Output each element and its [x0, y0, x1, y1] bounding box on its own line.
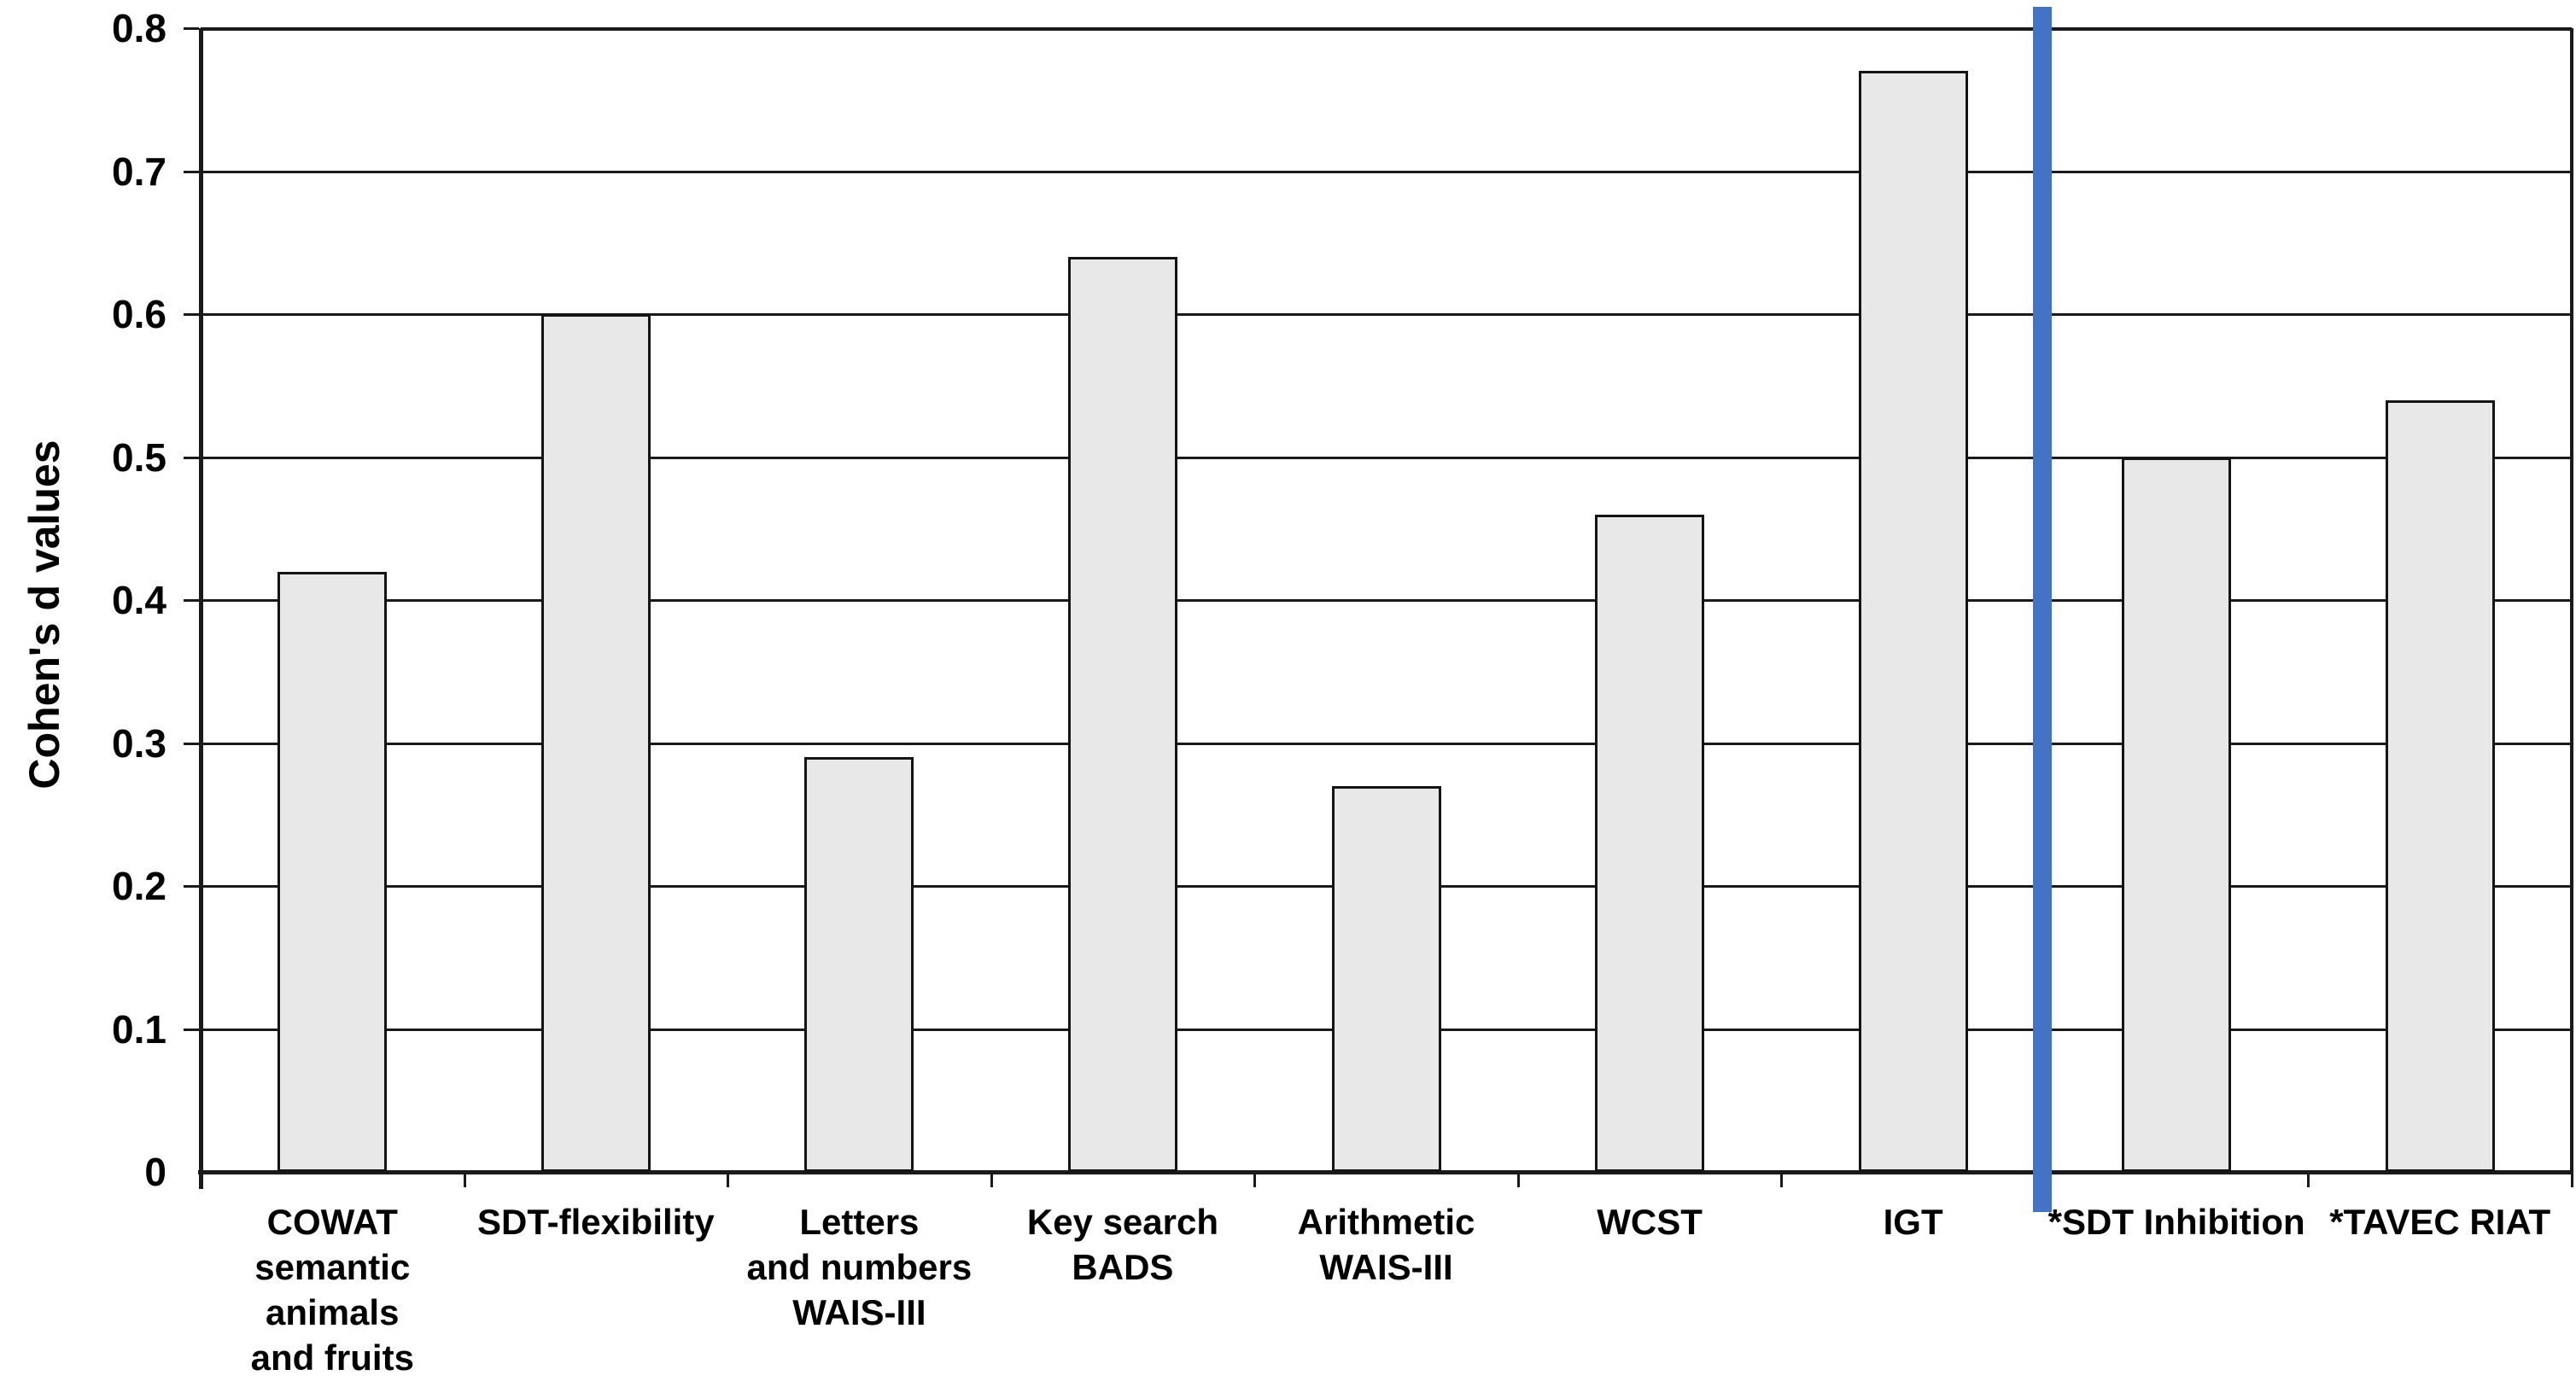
y-tick-label: 0.6	[112, 292, 166, 336]
x-axis-tick	[2571, 1172, 2573, 1187]
x-axis-label: IGT	[1883, 1202, 1943, 1242]
bar	[804, 757, 914, 1172]
y-axis-tick	[184, 1028, 199, 1031]
bar	[277, 571, 388, 1172]
gridline	[201, 599, 2572, 602]
x-axis-line	[198, 1170, 2572, 1174]
y-axis-title: Cohen's d values	[20, 440, 68, 790]
bar	[540, 314, 651, 1172]
y-axis-tick	[184, 742, 199, 745]
x-axis-tick	[1780, 1172, 1784, 1187]
gridline	[201, 27, 2572, 31]
y-axis-tick	[184, 170, 199, 173]
y-tick-label: 0	[144, 1150, 166, 1194]
y-axis-line	[199, 28, 203, 1189]
x-axis-tick	[2307, 1172, 2310, 1187]
plot-right-border	[2570, 28, 2573, 1172]
x-axis-label: SDT-flexibility	[476, 1202, 715, 1242]
x-axis-label: Key search BADS	[1026, 1202, 1219, 1287]
x-axis-label: Letters and numbers WAIS-III	[746, 1202, 973, 1332]
x-axis-label: COWAT semantic animals and fruits	[250, 1202, 414, 1378]
x-axis-label: *SDT Inhibition	[2047, 1202, 2305, 1242]
gridline	[201, 170, 2572, 173]
bar	[1331, 785, 1441, 1172]
x-axis-tick	[990, 1172, 993, 1187]
y-tick-label: 0.2	[112, 864, 166, 908]
separator-line	[2032, 7, 2052, 1212]
bar	[2385, 399, 2495, 1172]
bar	[1595, 514, 1705, 1172]
bar	[1858, 71, 1968, 1172]
x-axis-tick	[727, 1172, 730, 1187]
y-tick-label: 0.5	[112, 434, 166, 480]
y-axis-tick	[184, 885, 199, 888]
y-axis-tick	[184, 599, 199, 602]
x-axis-tick	[1253, 1172, 1257, 1187]
y-axis-tick	[184, 313, 199, 316]
gridline	[201, 456, 2572, 459]
x-axis-label: *TAVEC RIAT	[2329, 1202, 2551, 1242]
x-axis-tick	[463, 1172, 466, 1187]
x-axis-tick	[200, 1172, 202, 1187]
gridline	[201, 742, 2572, 745]
gridline	[201, 313, 2572, 316]
y-tick-label: 0.4	[112, 578, 166, 622]
y-tick-label: 0.1	[112, 1006, 166, 1052]
x-axis-label: WCST	[1597, 1202, 1703, 1242]
bar	[2122, 457, 2232, 1172]
x-axis-label: Arithmetic WAIS-III	[1297, 1202, 1475, 1287]
y-axis-tick	[184, 456, 199, 459]
y-axis-tick	[184, 27, 199, 30]
x-axis-tick	[1516, 1172, 1520, 1187]
y-tick-label: 0.8	[112, 6, 166, 50]
y-tick-label: 0.3	[112, 720, 166, 766]
y-tick-label: 0.7	[112, 149, 166, 194]
bar	[1067, 257, 1177, 1172]
